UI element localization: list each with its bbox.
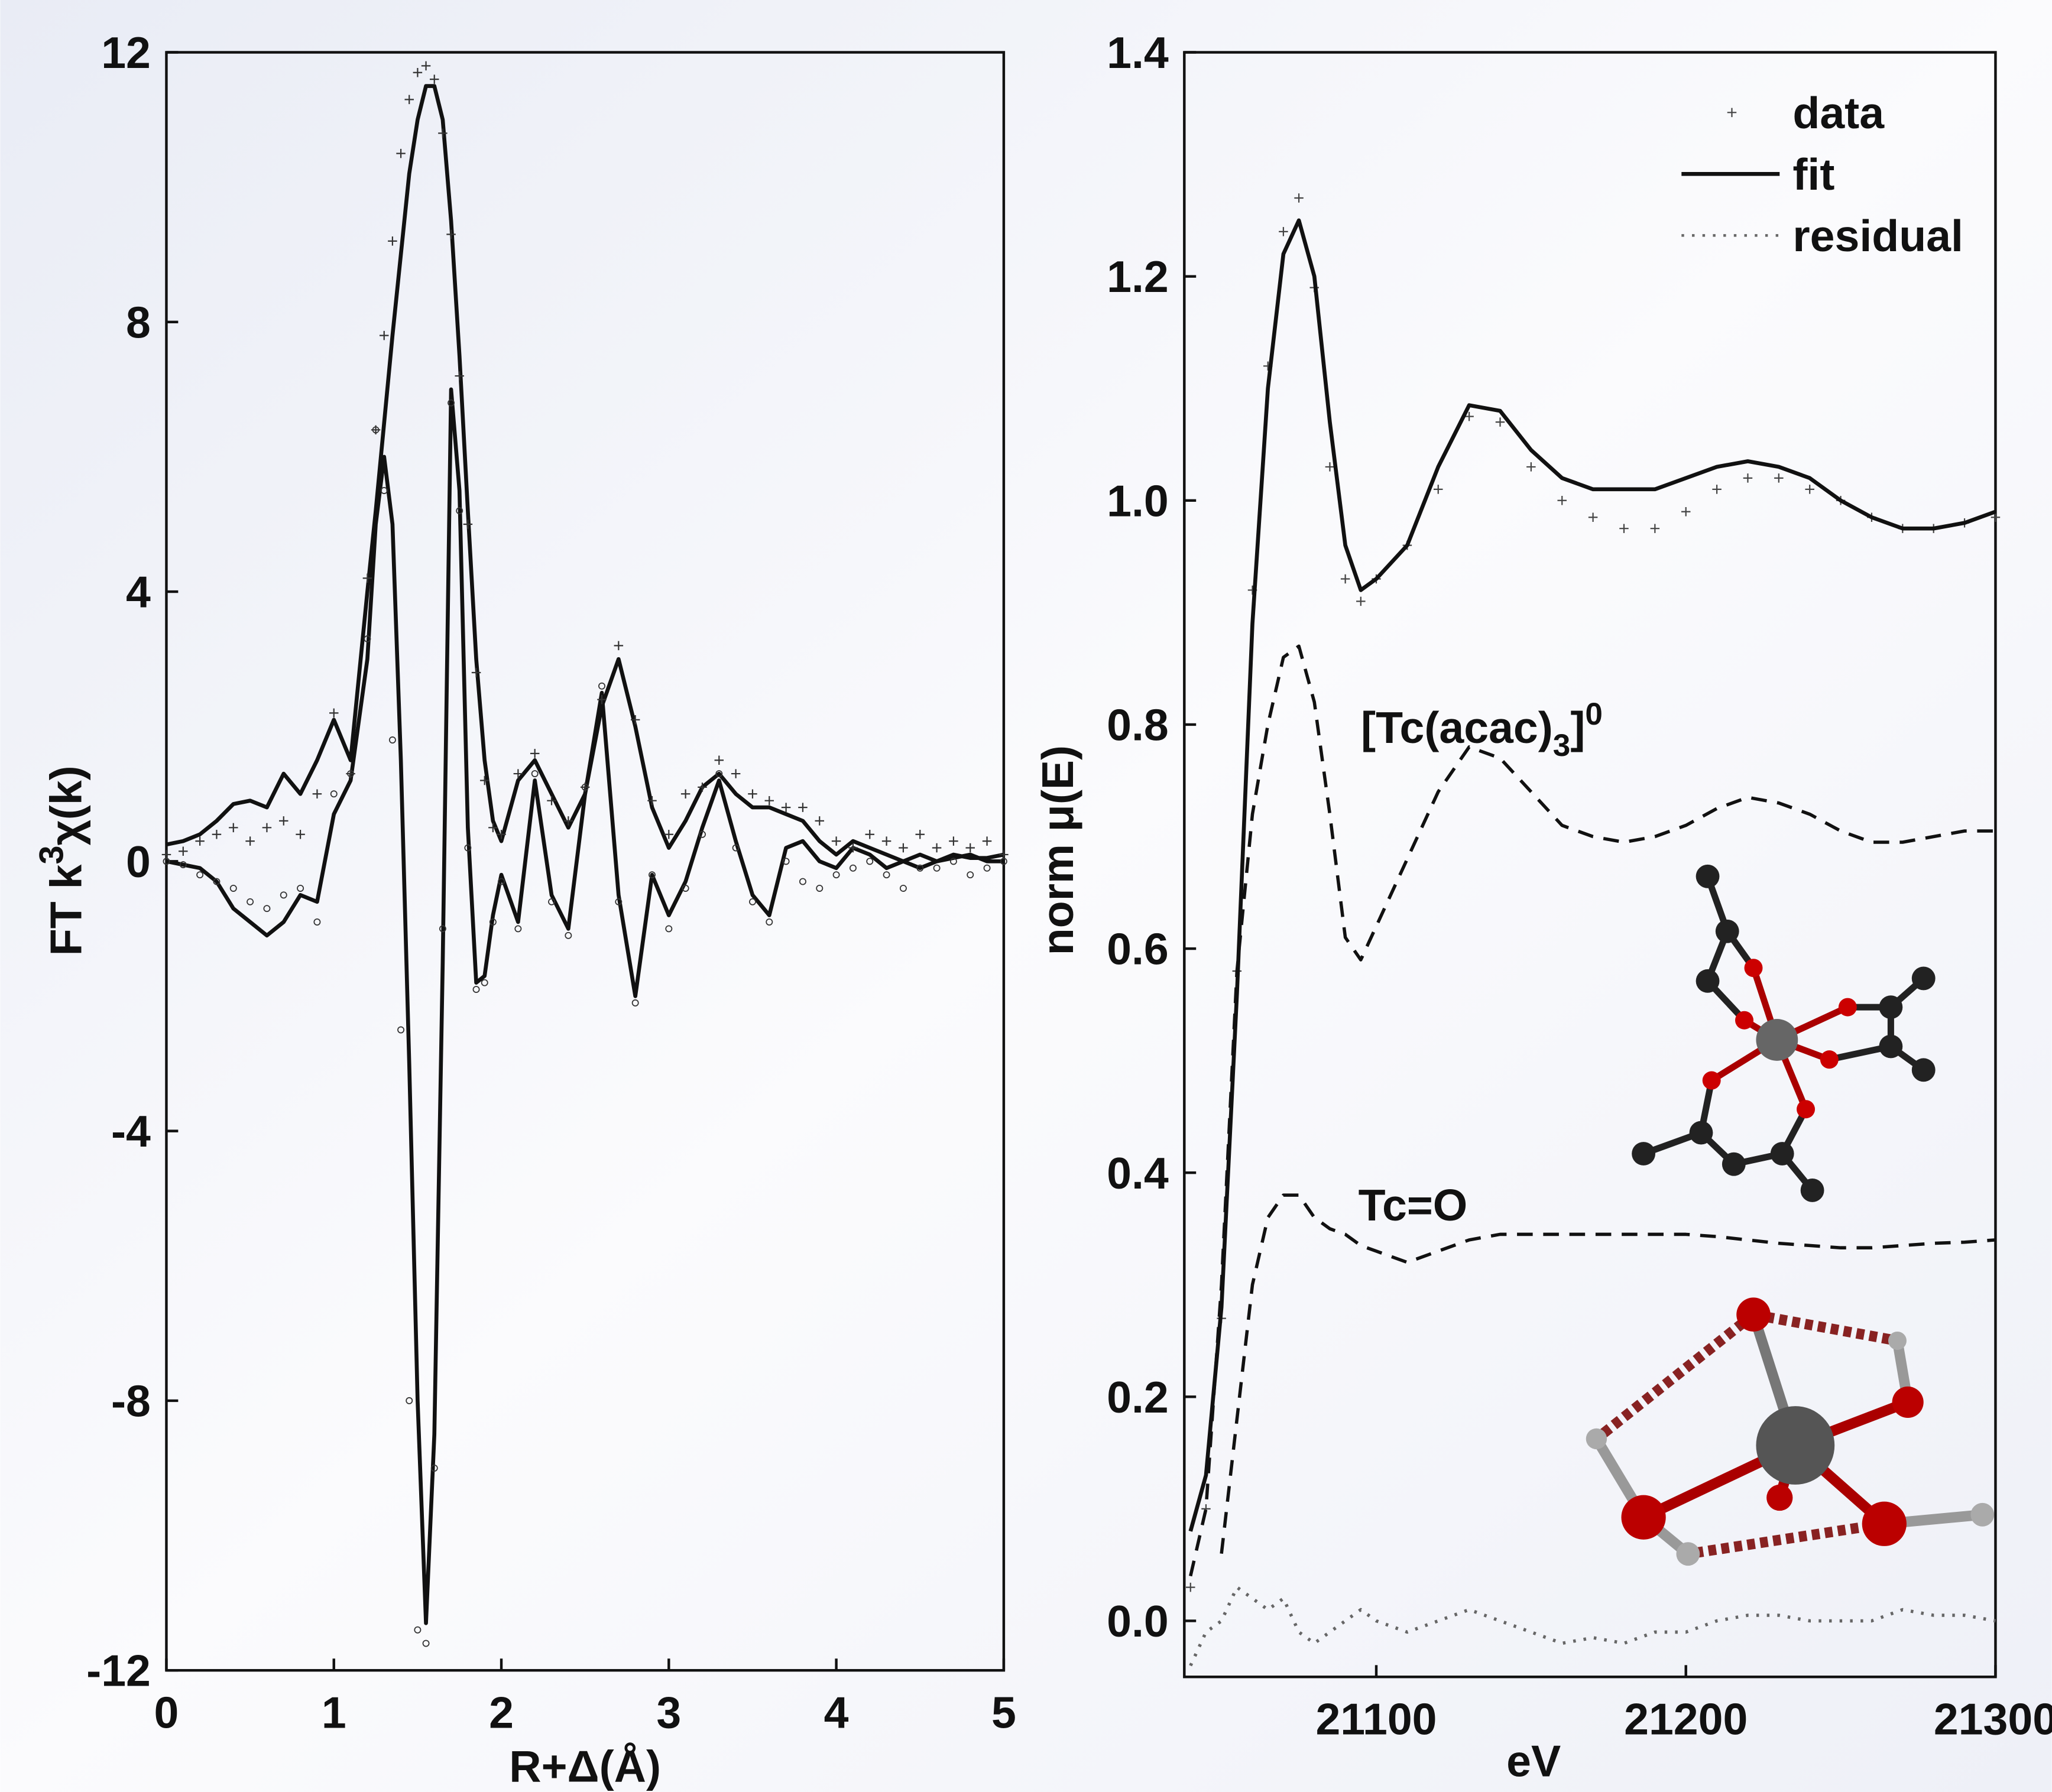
x-tick-label: 21300: [1934, 1694, 2052, 1744]
y-tick-label: -4: [111, 1106, 151, 1156]
x-axis-label: R+Δ(Å): [509, 1741, 661, 1791]
y-tick-label: 0.8: [1107, 700, 1169, 749]
annotation-part: 0: [1585, 697, 1603, 732]
y-axis-label-part: 3: [33, 846, 71, 865]
figure: R+Δ(Å) FT k3χ(k) eV norm μ(E) [Tc(acac)3…: [0, 0, 2052, 1792]
x-tick-label: 0: [154, 1688, 179, 1738]
x-tick-label: 4: [824, 1688, 849, 1738]
page: R+Δ(Å) FT k3χ(k) eV norm μ(E) [Tc(acac)3…: [0, 0, 2052, 1792]
y-tick-label: 0.4: [1107, 1148, 1169, 1198]
legend-label: data: [1792, 88, 1885, 138]
x-tick-label: 21100: [1315, 1694, 1437, 1744]
annotation: Tc=O: [1359, 1180, 1468, 1230]
y-tick-label: 4: [126, 567, 151, 617]
y-tick-label: 1.4: [1107, 28, 1169, 77]
y-tick-label: 8: [126, 297, 151, 347]
x-axis-label: eV: [1506, 1736, 1561, 1785]
x-tick-label: 2: [489, 1688, 514, 1738]
y-axis-label: norm μ(E): [1033, 745, 1082, 955]
y-tick-label: 0.6: [1107, 924, 1169, 974]
y-axis-label-part: FT k: [41, 864, 91, 956]
x-tick-label: 1: [322, 1688, 346, 1738]
y-tick-label: -12: [86, 1646, 151, 1696]
annotation-part: ]: [1570, 703, 1585, 752]
legend-label: fit: [1792, 150, 1834, 199]
y-tick-label: 0.0: [1107, 1596, 1169, 1646]
y-tick-label: -8: [111, 1376, 151, 1426]
y-tick-label: 0: [126, 837, 151, 887]
y-tick-label: 1.0: [1107, 476, 1169, 525]
annotation-part: [Tc(acac): [1361, 703, 1553, 752]
legend-label: residual: [1792, 211, 1963, 261]
y-tick-label: 1.2: [1107, 252, 1169, 301]
x-tick-label: 21200: [1624, 1694, 1748, 1744]
y-tick-label: 12: [101, 28, 151, 77]
x-tick-label: 5: [991, 1688, 1016, 1738]
y-axis-label-part: χ(k): [41, 765, 91, 845]
y-tick-label: 0.2: [1107, 1372, 1169, 1422]
annotation-part: 3: [1553, 728, 1571, 763]
x-tick-label: 3: [656, 1688, 681, 1738]
